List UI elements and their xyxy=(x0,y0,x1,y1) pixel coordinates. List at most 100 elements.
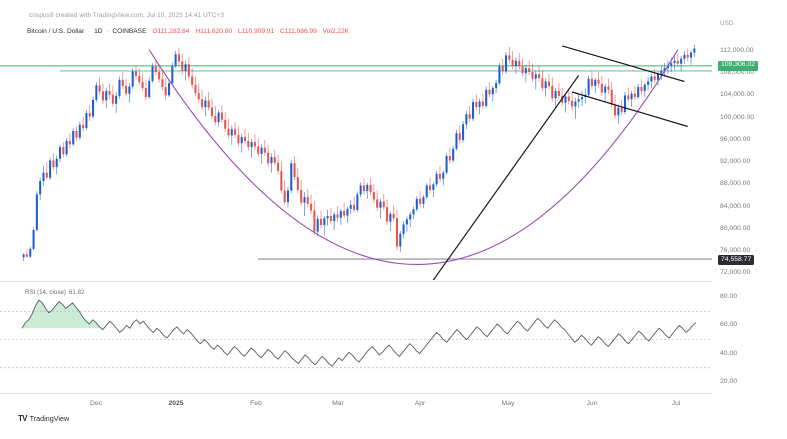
candle-body xyxy=(630,93,633,100)
candle-body xyxy=(101,91,104,101)
candle-body xyxy=(567,96,570,101)
time-tick: 2025 xyxy=(168,400,184,407)
candle-body xyxy=(349,204,352,209)
candle-body xyxy=(253,142,256,147)
candle-body xyxy=(607,86,610,90)
last-price-badge[interactable]: 109,306.02 xyxy=(718,60,759,71)
candle-body xyxy=(501,66,504,72)
candle-body xyxy=(286,190,289,203)
candle-body xyxy=(386,207,389,222)
candle-body xyxy=(339,211,342,218)
candle-body xyxy=(544,81,547,89)
rsi-legend-name: RSI (14, close) xyxy=(25,289,66,296)
candle-body xyxy=(518,60,521,67)
candle-body xyxy=(29,248,32,257)
candle-body xyxy=(283,190,286,203)
interval-label[interactable]: 1D xyxy=(94,28,103,35)
tradingview-wordmark: TradingView xyxy=(29,414,70,423)
volume-group: Vol2.22K xyxy=(323,28,349,35)
price-level-badge[interactable]: 74,558.77 xyxy=(718,255,755,265)
candle-body xyxy=(39,181,42,195)
candle-body xyxy=(55,158,58,168)
candle-body xyxy=(600,83,603,93)
candle-body xyxy=(158,72,161,80)
candle-body xyxy=(35,194,38,230)
candle-body xyxy=(534,74,537,79)
candle-body xyxy=(468,114,471,119)
candle-body xyxy=(623,95,626,113)
time-tick: Mar xyxy=(332,400,344,407)
candle-body xyxy=(505,55,508,72)
candle-body xyxy=(376,199,379,208)
candle-body xyxy=(686,54,689,58)
exchange-label[interactable]: COINBASE xyxy=(112,28,147,35)
candle-body xyxy=(115,95,118,104)
candle-body xyxy=(207,100,210,108)
candle-body xyxy=(604,86,607,93)
time-scale[interactable]: Dec 2025 Feb Mar Apr May Jun Jul xyxy=(0,393,712,414)
candle-body xyxy=(220,112,223,120)
candle-body xyxy=(293,163,296,178)
channel-lower xyxy=(571,91,688,128)
price-tick: 112,000.00 xyxy=(720,46,754,54)
symbol-name[interactable]: Bitcoin / U.S. Dollar xyxy=(27,28,85,35)
candle-body xyxy=(171,65,174,84)
price-scale[interactable]: USD 112,000.00 108,000.00 104,000.00 100,00… xyxy=(712,20,787,282)
price-chart-pane[interactable] xyxy=(0,42,712,280)
time-tick: Jun xyxy=(586,400,598,407)
candle-body xyxy=(191,76,194,85)
low-label: L xyxy=(237,28,242,35)
candle-body xyxy=(379,201,382,208)
candle-body xyxy=(485,89,488,106)
price-tick: 84,000.00 xyxy=(720,202,751,210)
candle-body xyxy=(650,76,653,82)
rally-line xyxy=(432,75,580,280)
candle-body xyxy=(574,101,577,107)
candle-body xyxy=(32,229,35,249)
candle-body xyxy=(359,185,362,195)
rsi-line xyxy=(21,299,697,367)
candle-body xyxy=(369,184,372,193)
rsi-tick: 80.00 xyxy=(720,293,738,301)
candle-body xyxy=(617,107,620,116)
candle-body xyxy=(524,68,527,74)
candle-body xyxy=(343,211,346,216)
candle-body xyxy=(419,198,422,204)
price-candlestick-plot xyxy=(0,44,712,280)
legend-separator-1: · xyxy=(88,28,91,35)
candle-body xyxy=(197,93,200,100)
candle-body xyxy=(670,63,673,66)
rsi-indicator-pane[interactable] xyxy=(0,286,712,393)
candle-body xyxy=(491,88,494,95)
candle-body xyxy=(300,189,303,203)
candle-body xyxy=(78,124,81,138)
candle-body xyxy=(382,201,385,208)
time-tick: Apr xyxy=(414,400,426,407)
candle-body xyxy=(538,74,541,79)
candle-body xyxy=(653,76,656,80)
candle-body xyxy=(395,218,399,247)
rsi-scale[interactable]: 80.00 60.00 40.00 20.00 xyxy=(712,286,787,393)
candle-body xyxy=(640,87,643,91)
candle-body xyxy=(336,214,339,218)
candle-body xyxy=(409,214,412,220)
candle-body xyxy=(52,160,55,168)
tradingview-logo[interactable]: TV TradingView xyxy=(18,414,69,423)
candle-body xyxy=(356,194,359,210)
attribution-text: crispus9 created with TradingView.com, J… xyxy=(29,12,224,19)
rsi-legend[interactable]: RSI (14, close) 61.82 xyxy=(25,289,84,296)
candle-body xyxy=(594,79,597,86)
candle-body xyxy=(597,79,600,84)
price-tick: 72,000.00 xyxy=(720,269,751,277)
candle-body xyxy=(62,147,65,155)
candle-body xyxy=(557,90,560,96)
candle-body xyxy=(310,203,313,211)
candle-body xyxy=(267,152,270,164)
candle-body xyxy=(234,129,237,135)
candle-body xyxy=(554,90,557,99)
candle-body xyxy=(65,140,68,155)
candle-body xyxy=(240,137,243,144)
time-tick: Jul xyxy=(671,400,681,407)
candle-body xyxy=(204,100,207,108)
price-tick: 92,000.00 xyxy=(720,158,751,166)
